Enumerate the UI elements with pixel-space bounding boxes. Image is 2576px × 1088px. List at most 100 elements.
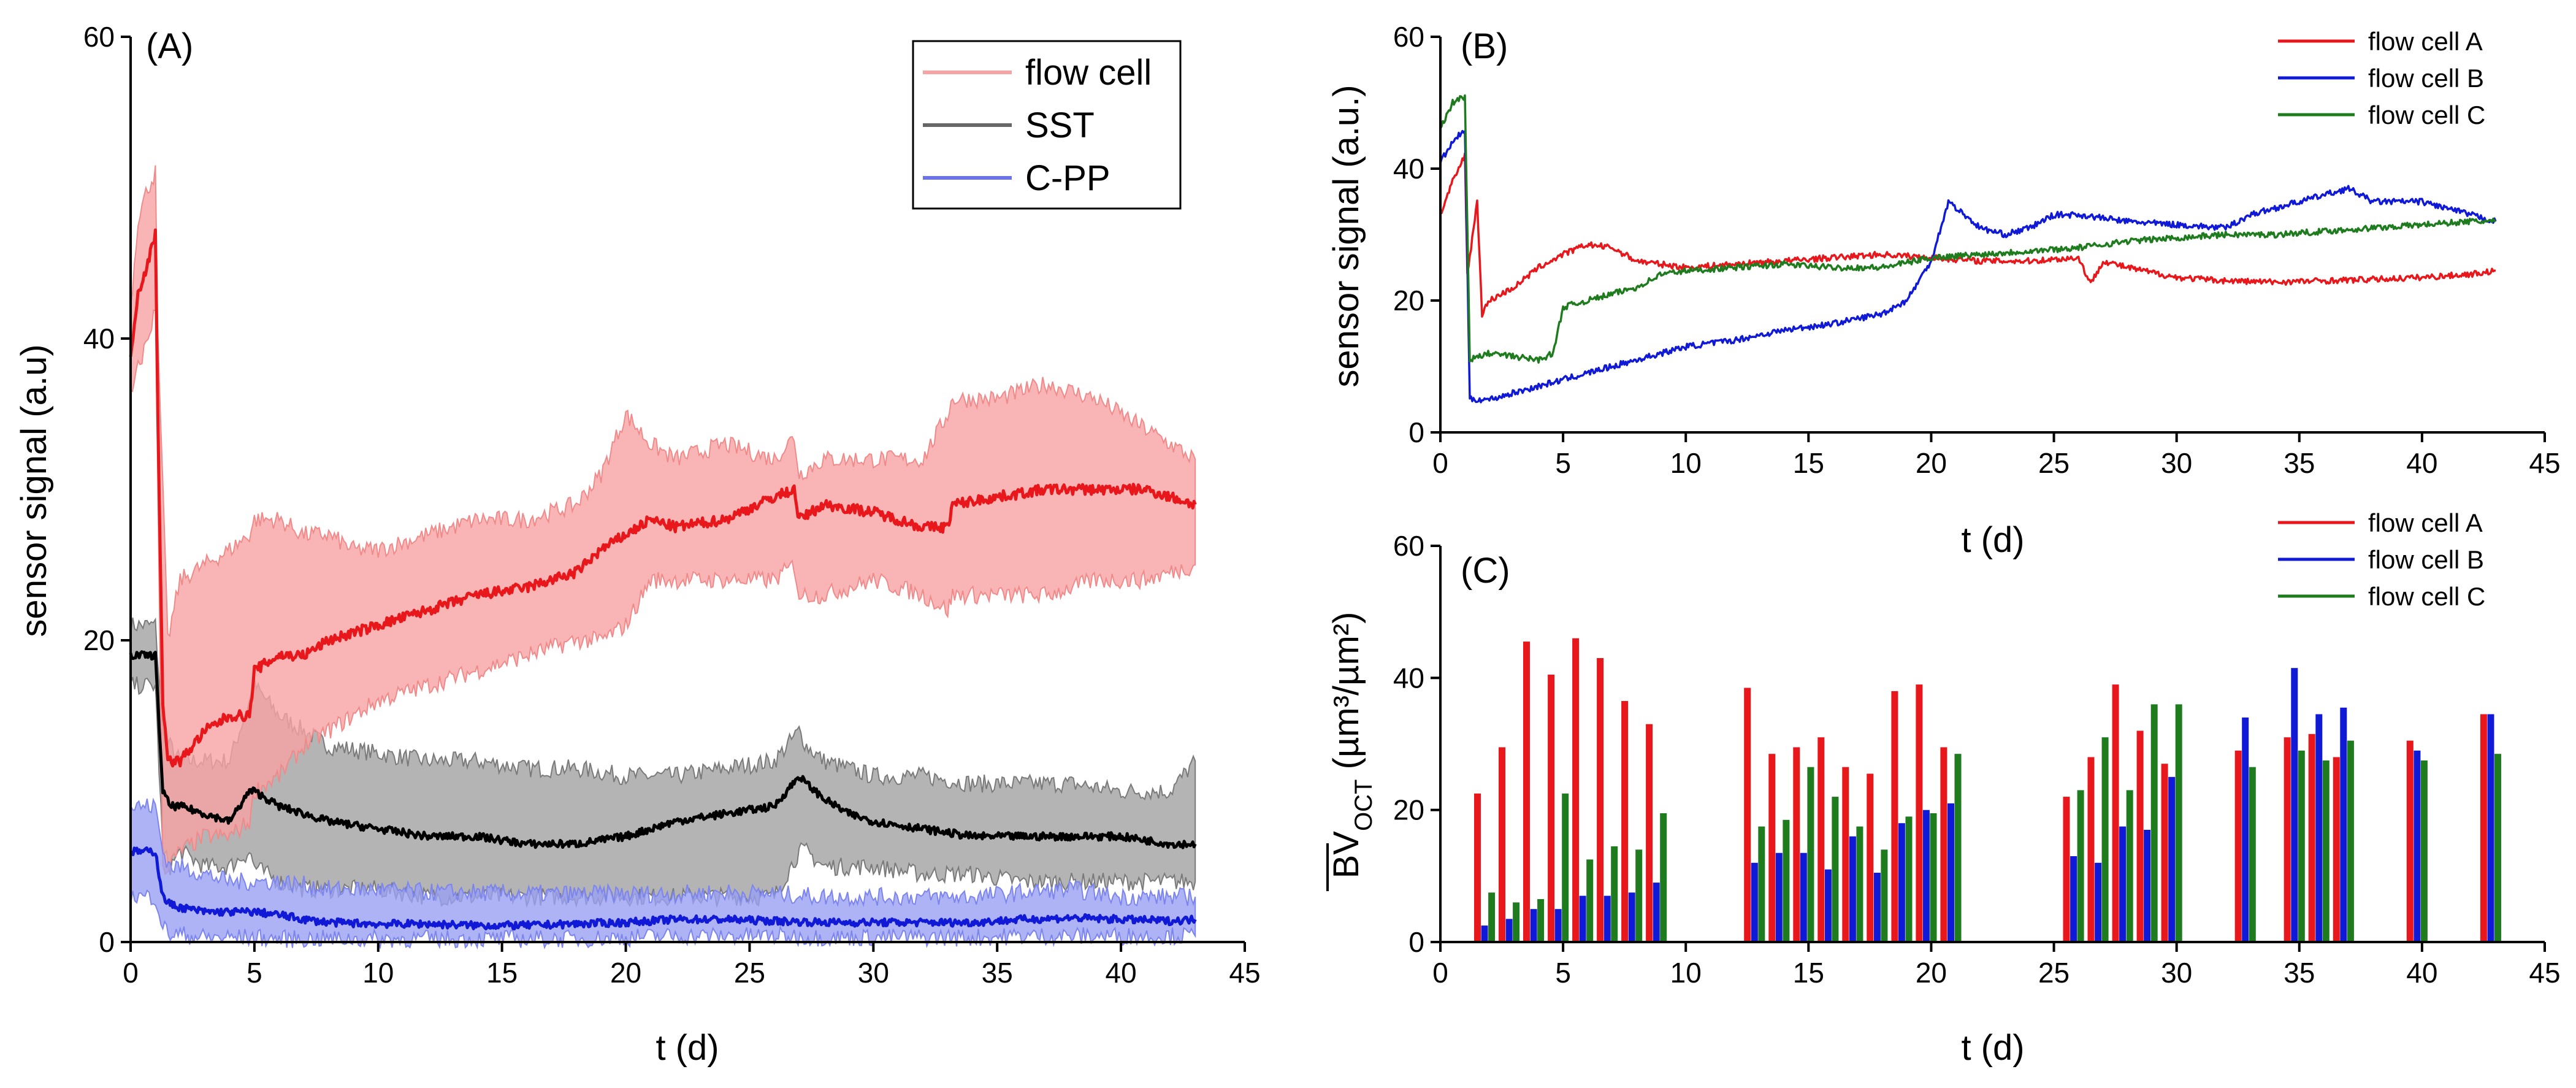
bar-flow-cell-b-19: [2119, 826, 2127, 942]
bar-flow-cell-b-9: [1775, 852, 1783, 942]
bar-flow-cell-a-21: [2161, 764, 2168, 942]
panel-b-x-tick-label-35: 35: [2284, 447, 2315, 479]
bar-flow-cell-c-27: [2494, 754, 2501, 942]
bar-flow-cell-a-3: [1548, 675, 1555, 942]
bar-flow-cell-a-14: [1891, 691, 1898, 942]
bar-flow-cell-a-0: [1474, 793, 1481, 943]
bar-flow-cell-b-3: [1554, 909, 1562, 942]
bar-flow-cell-a-12: [1842, 767, 1849, 942]
bar-flow-cell-c-5: [1611, 846, 1618, 942]
panel-c-y-axis-title-text: BVOCT (µm³/µm²): [1326, 612, 1377, 879]
bar-flow-cell-a-23: [2284, 737, 2291, 942]
bar-flow-cell-b-13: [1873, 873, 1881, 942]
panel-c-legend-label-c: flow cell C: [2368, 582, 2485, 611]
panel-a-x-tick-label-40: 40: [1106, 957, 1137, 989]
panel-a-y-axis-title: sensor signal (a.u): [14, 344, 54, 637]
panel-c-y-tick-label-40: 40: [1393, 662, 1424, 694]
panel-b-x-tick-label-30: 30: [2161, 447, 2192, 479]
panel-b-line-flow-cell-c: [1439, 94, 2496, 364]
panel-c-x-tick-label-10: 10: [1670, 957, 1702, 989]
panel-a-label: (A): [146, 26, 193, 66]
bar-flow-cell-a-5: [1597, 658, 1604, 942]
panel-b-line-flow-cell-b: [1439, 129, 2497, 404]
panel-a-x-tick-label-30: 30: [858, 957, 889, 989]
panel-c-y-axis-title-prefix: BV: [1326, 831, 1366, 879]
bar-flow-cell-c-21: [2175, 704, 2182, 942]
bar-flow-cell-b-23: [2291, 668, 2298, 942]
bar-flow-cell-a-4: [1572, 638, 1580, 942]
bar-flow-cell-c-4: [1586, 859, 1594, 942]
panel-a-x-tick-label-0: 0: [123, 957, 139, 989]
panel-b-x-tick-label-5: 5: [1555, 447, 1571, 479]
bar-flow-cell-a-7: [1646, 724, 1653, 942]
panel-b-y-tick-label-20: 20: [1393, 285, 1424, 316]
panel-c-legend-label-b: flow cell B: [2368, 545, 2484, 574]
panel-a-y-tick-label-0: 0: [99, 926, 115, 958]
panel-c-legend: flow cell A flow cell B flow cell C: [2278, 508, 2485, 611]
line-c-pp: [129, 846, 1197, 930]
bar-flow-cell-c-12: [1856, 826, 1863, 942]
bar-flow-cell-c-0: [1488, 892, 1496, 943]
panel-b-lines: [1439, 94, 2497, 404]
bar-flow-cell-a-15: [1916, 684, 1923, 942]
bar-flow-cell-b-27: [2487, 714, 2494, 942]
panel-c-y-axis-title-subscript: OCT: [1350, 780, 1377, 831]
panel-b-y-tick-label-40: 40: [1393, 153, 1424, 185]
bar-flow-cell-c-22: [2249, 767, 2256, 942]
bar-flow-cell-a-13: [1867, 773, 1874, 942]
panel-a-y-tick-label-60: 60: [83, 21, 115, 53]
bar-flow-cell-a-24: [2308, 734, 2315, 942]
bar-flow-cell-b-24: [2315, 714, 2323, 942]
panel-b-x-ticks: 0 5 10 15 20 25 30 35 40 45: [1432, 432, 2561, 479]
bar-flow-cell-c-1: [1513, 902, 1520, 942]
bar-flow-cell-b-17: [2070, 856, 2077, 942]
bar-flow-cell-c-14: [1905, 816, 1913, 942]
bar-flow-cell-c-11: [1832, 797, 1839, 942]
bar-flow-cell-b-18: [2095, 862, 2102, 942]
bar-flow-cell-b-1: [1505, 919, 1513, 942]
bar-flow-cell-b-5: [1603, 895, 1611, 942]
panel-c-x-tick-label-30: 30: [2161, 957, 2192, 989]
bar-flow-cell-a-20: [2136, 730, 2144, 942]
panel-c-y-tick-label-60: 60: [1393, 530, 1424, 562]
panel-b-y-tick-label-60: 60: [1393, 21, 1424, 53]
panel-c-label: (C): [1461, 551, 1510, 591]
bar-flow-cell-c-8: [1758, 826, 1765, 942]
panel-a-x-tick-label-10: 10: [362, 957, 394, 989]
panel-a-y-ticks: 0 20 40 60: [83, 21, 131, 958]
bar-flow-cell-b-7: [1653, 883, 1660, 942]
panel-c-x-tick-label-45: 45: [2529, 957, 2560, 989]
bar-flow-cell-c-18: [2101, 737, 2109, 942]
bar-flow-cell-b-10: [1800, 852, 1807, 942]
panel-a-x-axis-title: t (d): [655, 1028, 719, 1068]
panel-b-x-tick-label-25: 25: [2038, 447, 2070, 479]
panel-c-y-axis-title: BVOCT (µm³/µm²): [1326, 612, 1377, 891]
panel-a-y-tick-label-20: 20: [83, 624, 115, 656]
panel-c-x-tick-label-25: 25: [2038, 957, 2070, 989]
bar-flow-cell-b-14: [1898, 823, 1905, 942]
panel-c-x-tick-label-0: 0: [1432, 957, 1448, 989]
panel-b-legend-label-a: flow cell A: [2368, 27, 2483, 56]
bar-flow-cell-b-16: [1947, 803, 1954, 942]
panel-b-x-tick-label-20: 20: [1916, 447, 1947, 479]
panel-c-x-tick-label-5: 5: [1555, 957, 1571, 989]
panel-a-x-tick-label-15: 15: [486, 957, 518, 989]
bar-flow-cell-a-19: [2112, 684, 2119, 942]
line-sst: [129, 650, 1197, 849]
bar-flow-cell-b-21: [2168, 776, 2176, 942]
panel-a-x-ticks: 0 5 10 15 20 25 30 35 40 45: [123, 942, 1261, 989]
bar-flow-cell-b-11: [1824, 869, 1832, 942]
bar-flow-cell-a-2: [1523, 642, 1530, 942]
panel-b-y-tick-label-0: 0: [1408, 416, 1424, 448]
panel-a-x-tick-label-20: 20: [610, 957, 641, 989]
bar-flow-cell-a-1: [1499, 747, 1505, 942]
panel-a-x-tick-label-25: 25: [734, 957, 765, 989]
bar-flow-cell-a-22: [2234, 750, 2242, 942]
panel-b-line-flow-cell-a: [1440, 152, 2496, 318]
panel-b-x-axis-title: t (d): [1961, 520, 2024, 560]
bar-flow-cell-c-17: [2077, 790, 2084, 942]
bar-flow-cell-c-13: [1881, 849, 1888, 942]
bar-flow-cell-c-10: [1807, 767, 1814, 942]
bar-flow-cell-a-9: [1768, 754, 1776, 942]
